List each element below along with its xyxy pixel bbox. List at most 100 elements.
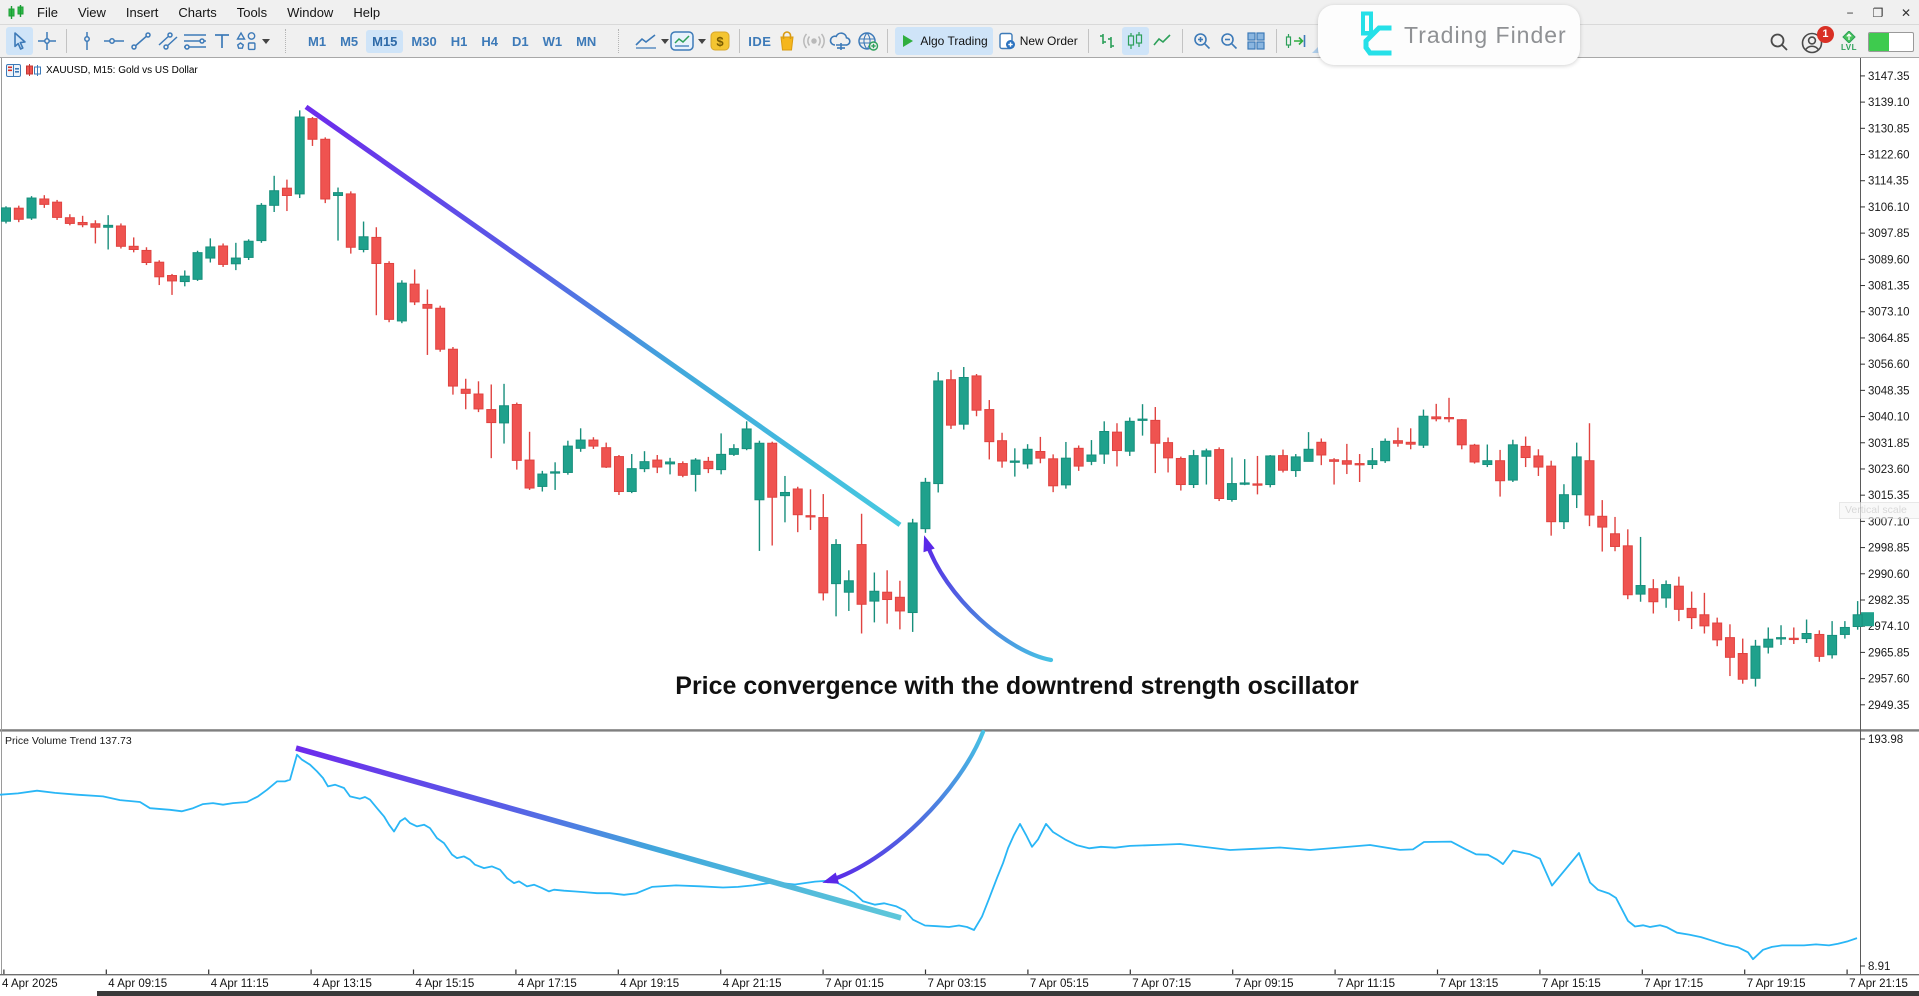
timeframe-h1-button[interactable]: H1	[450, 33, 468, 49]
menu-charts[interactable]: Charts	[178, 5, 217, 20]
ide-button[interactable]: IDE	[748, 33, 772, 49]
candle	[1303, 432, 1314, 462]
line-chart-type-button[interactable]	[1149, 27, 1176, 55]
level-indicator[interactable]: LVL	[1841, 31, 1857, 52]
candle	[103, 215, 114, 250]
candle	[90, 220, 101, 244]
pvt-convergence-arrow[interactable]	[822, 729, 986, 884]
candle	[511, 402, 522, 470]
crosshair-tool-button[interactable]	[33, 27, 60, 55]
shapes-tool-button[interactable]	[235, 27, 270, 55]
timeframe-w1-button[interactable]: W1	[542, 33, 563, 49]
menu-insert[interactable]: Insert	[125, 5, 159, 20]
depth-of-market-icon[interactable]	[6, 64, 21, 77]
timeframe-m1-button[interactable]: M1	[308, 33, 327, 49]
restore-button[interactable]: ❐	[1872, 5, 1884, 20]
svg-text:4 Apr 19:15: 4 Apr 19:15	[620, 978, 679, 990]
candle	[179, 270, 190, 287]
text-tool-button[interactable]	[208, 27, 235, 55]
zoom-out-button[interactable]	[1216, 27, 1243, 55]
shift-end-button[interactable]	[1283, 27, 1310, 55]
community-button[interactable]	[854, 27, 881, 55]
zoom-in-button[interactable]	[1189, 27, 1216, 55]
vertical-line-tool-button[interactable]	[73, 27, 100, 55]
menu-tools[interactable]: Tools	[236, 5, 268, 20]
currency-button[interactable]: $	[706, 27, 733, 55]
candle	[933, 372, 944, 493]
candle	[1495, 449, 1506, 497]
menu-file[interactable]: File	[37, 5, 58, 20]
one-click-trading-icon[interactable]	[26, 64, 41, 77]
pvt-trendline[interactable]	[295, 745, 902, 921]
market-button[interactable]	[773, 27, 800, 55]
candle	[639, 451, 650, 473]
svg-text:2990.60: 2990.60	[1868, 569, 1910, 581]
horizontal-line-tool-button[interactable]	[100, 27, 127, 55]
shapes-dropdown-caret[interactable]	[262, 38, 270, 44]
template-dropdown-caret[interactable]	[698, 38, 707, 44]
indicator-axis[interactable]: 193.98 8.91	[1860, 734, 1903, 973]
candle-chart-type-button[interactable]	[1121, 27, 1149, 55]
timeframe-d1-button[interactable]: D1	[511, 33, 529, 49]
svg-text:2949.35: 2949.35	[1868, 700, 1910, 712]
bottom-strip	[97, 991, 1919, 996]
svg-text:3056.60: 3056.60	[1868, 359, 1910, 371]
candle	[384, 261, 395, 323]
chart-area[interactable]: 3147.35 3139.10 3130.85 3122.60 3114.35 3106.…	[0, 58, 1919, 996]
candle	[1341, 443, 1352, 475]
cursor-tool-button[interactable]	[6, 27, 33, 55]
candle	[345, 191, 356, 254]
tile-windows-button[interactable]	[1243, 27, 1270, 55]
search-icon[interactable]	[1769, 32, 1789, 52]
price-axis[interactable]: 3147.35 3139.10 3130.85 3122.60 3114.35 3106.…	[1860, 71, 1910, 712]
candle	[1175, 456, 1186, 491]
candle	[1086, 440, 1097, 466]
timeframe-m30-button[interactable]: M30	[411, 33, 437, 49]
svg-text:4 Apr 21:15: 4 Apr 21:15	[723, 978, 782, 990]
indicators-button[interactable]	[634, 27, 670, 55]
timeframe-mn-button[interactable]: MN	[576, 33, 597, 49]
candle	[652, 454, 663, 474]
menu-help[interactable]: Help	[353, 5, 381, 20]
menu-view[interactable]: View	[77, 5, 106, 20]
svg-text:3040.10: 3040.10	[1868, 412, 1910, 424]
candle	[1788, 627, 1799, 644]
close-button[interactable]: ✕	[1900, 5, 1912, 20]
svg-text:3130.85: 3130.85	[1868, 123, 1910, 135]
bar-chart-type-button[interactable]	[1095, 27, 1122, 55]
chart-template-button[interactable]	[669, 27, 707, 55]
minimize-button[interactable]: −	[1846, 5, 1854, 20]
svg-text:7 Apr 07:15: 7 Apr 07:15	[1132, 978, 1191, 990]
svg-text:8.91: 8.91	[1868, 961, 1890, 973]
cloud-button[interactable]	[827, 27, 854, 55]
algo-trading-button[interactable]: Algo Trading	[895, 27, 993, 55]
trendline-tool-button[interactable]	[127, 27, 154, 55]
signals-button[interactable]	[800, 27, 827, 55]
candle	[856, 513, 867, 634]
candle	[1814, 630, 1825, 662]
shift-end-icon	[1286, 34, 1306, 48]
candle	[1278, 449, 1288, 473]
candles-chart-icon	[1128, 32, 1143, 49]
indicators-dropdown-caret[interactable]	[661, 38, 670, 44]
svg-text:3073.10: 3073.10	[1868, 307, 1910, 319]
price-trendline[interactable]	[304, 104, 902, 527]
chart-background	[0, 58, 1919, 996]
timeframe-m5-button[interactable]: M5	[340, 33, 359, 49]
price-convergence-arrow[interactable]	[923, 535, 1054, 663]
indicator-label: Price Volume Trend 137.73	[5, 735, 132, 747]
candle	[1, 206, 11, 224]
svg-text:3139.10: 3139.10	[1868, 97, 1910, 109]
account-button[interactable]: 1	[1800, 25, 1834, 55]
price-chart[interactable]: 3147.35 3139.10 3130.85 3122.60 3114.35 3106.…	[0, 58, 1919, 996]
time-axis[interactable]: 4 Apr 2025 4 Apr 09:15 4 Apr 11:15 4 Apr 13…	[2, 969, 1908, 991]
balance-meter	[1868, 31, 1914, 52]
timeframe-h4-button[interactable]: H4	[481, 33, 498, 49]
channel-tool-button[interactable]	[154, 27, 181, 55]
menu-window[interactable]: Window	[287, 5, 334, 20]
fibonacci-tool-button[interactable]	[181, 27, 208, 55]
pane-splitter[interactable]	[0, 729, 1919, 732]
timeframe-m15-button[interactable]: M15	[366, 29, 404, 53]
candle	[1073, 445, 1084, 471]
new-order-button[interactable]: New Order	[995, 27, 1081, 55]
